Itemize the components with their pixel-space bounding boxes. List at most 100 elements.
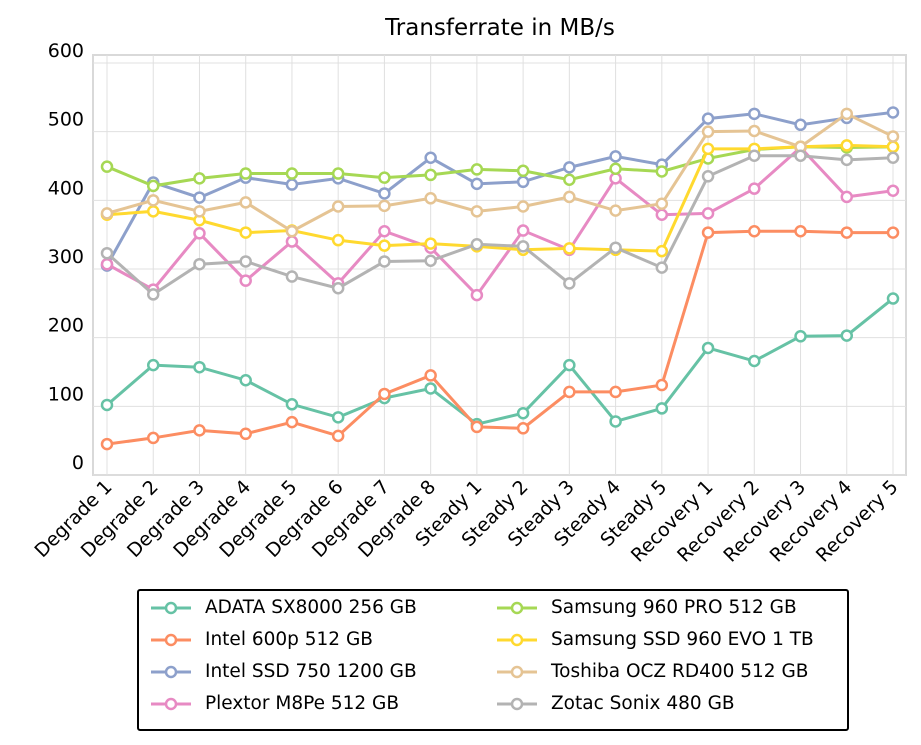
legend-item: Samsung SSD 960 EVO 1 TB [497,629,814,650]
data-point [609,162,622,175]
legend-label: ADATA SX8000 256 GB [205,597,417,618]
data-point [424,151,437,165]
data-point [100,398,114,412]
series-1 [100,224,900,451]
data-point [563,242,576,255]
data-point [239,255,252,268]
data-point [100,207,114,220]
y-tick-label: 500 [48,109,84,131]
data-point [840,226,854,239]
legend-label: Plextor M8Pe 512 GB [205,693,400,714]
data-point [701,207,715,220]
data-point [701,112,715,125]
data-point [516,406,530,420]
data-point [840,153,854,167]
data-point [701,170,715,183]
legend-marker-icon [497,665,537,678]
data-point [378,239,391,252]
series-line [106,145,894,188]
series-6 [100,107,900,238]
data-point [378,171,391,184]
data-point [655,197,669,211]
data-point [193,360,206,374]
data-point [748,224,761,238]
legend-marker-icon [497,633,537,646]
data-point [424,369,437,382]
data-point [655,261,669,274]
data-point [285,178,299,191]
data-point [193,191,206,204]
data-point [748,107,761,121]
data-point [100,437,114,451]
data-point [794,118,807,132]
series-0 [100,292,900,431]
legend-label: Samsung SSD 960 EVO 1 TB [551,629,814,650]
data-point [239,427,252,441]
data-point [239,274,252,287]
data-point [331,200,345,213]
data-point [563,173,576,186]
data-point [239,373,252,387]
legend: ADATA SX8000 256 GB Intel 600p 512 GB Inte… [137,589,849,731]
data-point [701,226,715,239]
legend-marker-icon [151,697,191,710]
data-point [146,358,160,372]
data-point [193,227,206,240]
legend-label: Zotac Sonix 480 GB [551,693,735,714]
data-point [331,233,345,247]
data-point [886,106,900,119]
data-point [470,163,484,176]
data-point [886,151,900,165]
data-point [424,168,437,182]
data-point [886,184,900,197]
data-point [424,254,437,268]
data-point [609,241,622,254]
data-point [701,142,715,156]
data-point [516,422,530,435]
data-point [886,226,900,239]
data-point [840,107,854,121]
series-line [106,112,894,233]
data-point [285,415,299,429]
series-4 [100,140,900,193]
data-point [331,167,345,180]
data-point [655,208,669,222]
series-7 [100,149,900,301]
data-point [470,205,484,218]
legend-item: Intel SSD 750 1200 GB [151,661,417,682]
data-point [424,382,437,395]
data-point [609,415,622,428]
data-point [886,140,900,154]
y-tick-label: 400 [48,177,84,199]
data-point [100,246,114,260]
data-point [563,277,576,290]
data-point [563,385,576,399]
data-point [840,329,854,342]
data-point [146,288,160,301]
legend-item: Toshiba OCZ RD400 512 GB [497,661,808,682]
data-point [378,387,391,401]
data-point [378,199,391,213]
series-line [106,145,894,298]
legend-label: Samsung 960 PRO 512 GB [551,597,797,618]
data-point [285,235,299,248]
data-point [378,187,391,200]
data-point [470,177,484,191]
series-line [106,154,894,297]
data-point [146,205,160,218]
legend-marker-icon [151,601,191,614]
data-point [470,288,484,302]
data-point [516,200,530,213]
data-point [748,124,761,138]
data-point [285,270,299,283]
series-3 [100,141,900,302]
data-point [516,175,530,189]
data-point [331,281,345,295]
data-point [563,190,576,204]
line-chart: Transferrate in MB/s 0 100 200 300 400 500 600… [30,15,907,567]
y-tick-label: 0 [72,452,84,474]
data-point [748,182,761,195]
data-point [516,224,530,237]
data-point [100,160,114,173]
data-point [239,167,252,180]
